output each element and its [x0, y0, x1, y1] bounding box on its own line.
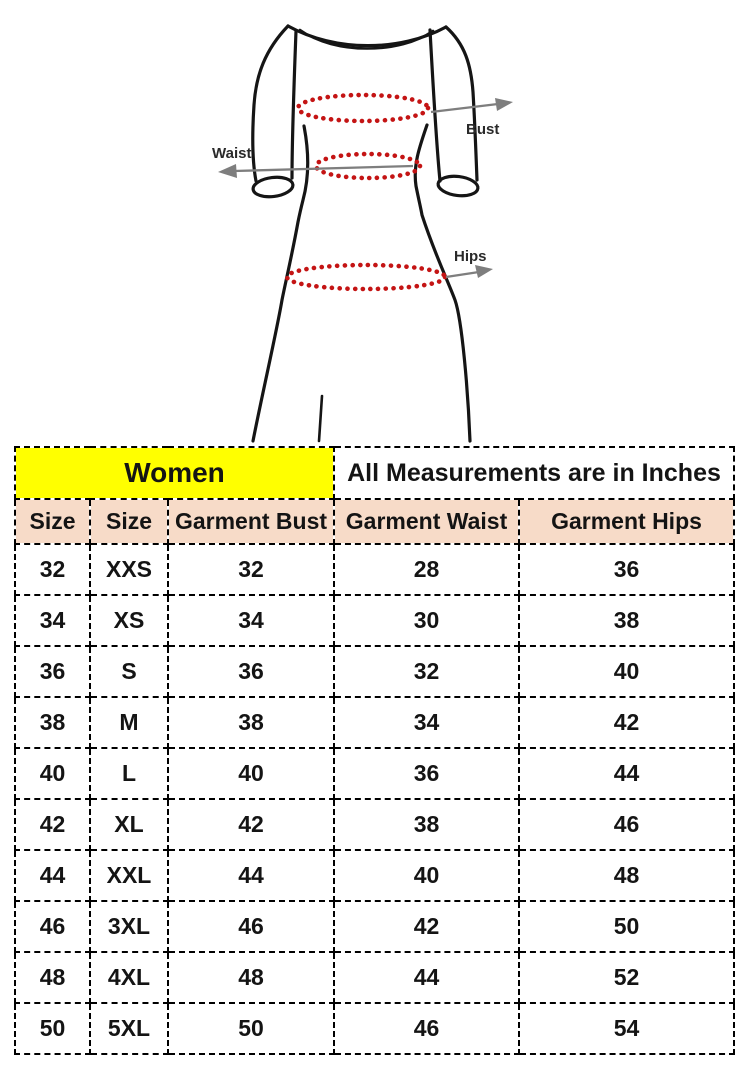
size-cell: 50 — [167, 1002, 335, 1055]
size-cell: 42 — [333, 900, 520, 953]
size-cell: 5XL — [89, 1002, 169, 1055]
size-cell: 38 — [14, 696, 91, 749]
size-cell: 46 — [14, 900, 91, 953]
size-cell: 50 — [14, 1002, 91, 1055]
size-cell: 46 — [517, 798, 736, 851]
size-cell: 34 — [333, 696, 520, 749]
size-cell: 44 — [14, 849, 91, 902]
table-row: 48 4XL 48 44 52 — [14, 951, 736, 1004]
size-cell: 50 — [517, 900, 736, 953]
size-chart-table: Women All Measurements are in Inches Siz… — [14, 446, 736, 1055]
waist-label: Waist — [212, 145, 251, 162]
size-cell: 36 — [333, 747, 520, 800]
waist-measure-ellipse — [313, 151, 423, 181]
table-row: 44 XXL 44 40 48 — [14, 849, 736, 902]
size-cell: 44 — [517, 747, 736, 800]
size-cell: 52 — [517, 951, 736, 1004]
size-cell: 46 — [333, 1002, 520, 1055]
bust-label: Bust — [466, 121, 499, 138]
size-cell: 32 — [167, 543, 335, 596]
hips-label: Hips — [454, 248, 487, 265]
size-cell: 32 — [333, 645, 520, 698]
hips-arrow — [445, 265, 493, 279]
dress-measurement-diagram: Bust Waist Hips — [0, 0, 746, 446]
bust-arrow — [430, 98, 513, 114]
size-cell: 30 — [333, 594, 520, 647]
size-cell: 3XL — [89, 900, 169, 953]
column-header-garment-waist: Garment Waist — [333, 498, 520, 545]
size-cell: 36 — [167, 645, 335, 698]
bust-arrowhead-icon — [495, 98, 513, 111]
dress-right-sleeve-seam — [428, 28, 442, 183]
column-header-size-number: Size — [14, 498, 91, 545]
size-cell: M — [89, 696, 169, 749]
size-cell: XXL — [89, 849, 169, 902]
size-cell: 36 — [14, 645, 91, 698]
dress-right-cuff — [436, 174, 480, 198]
size-cell: 40 — [14, 747, 91, 800]
size-cell: XS — [89, 594, 169, 647]
size-cell: XXS — [89, 543, 169, 596]
table-body: 32 XXS 32 28 36 34 XS 34 30 38 36 S 36 32 40 38 M 38 34 42 4… — [14, 543, 736, 1055]
table-row: 32 XXS 32 28 36 — [14, 543, 736, 596]
column-header-garment-hips: Garment Hips — [517, 498, 736, 545]
bust-measure-ellipse — [295, 92, 431, 124]
table-row: 34 XS 34 30 38 — [14, 594, 736, 647]
dress-left-sleeve-seam — [290, 29, 298, 180]
size-cell: 40 — [167, 747, 335, 800]
size-cell: 34 — [14, 594, 91, 647]
table-row: 46 3XL 46 42 50 — [14, 900, 736, 953]
dress-left-sleeve-outer — [251, 24, 290, 183]
hips-measure-ellipse — [284, 262, 448, 292]
dress-outline — [251, 24, 480, 443]
size-cell: 4XL — [89, 951, 169, 1004]
dress-left-side — [251, 124, 310, 443]
size-cell: 38 — [333, 798, 520, 851]
waist-arrow — [218, 164, 414, 178]
table-title-row: Women All Measurements are in Inches — [14, 446, 736, 500]
size-cell: 40 — [333, 849, 520, 902]
size-cell: 38 — [517, 594, 736, 647]
size-cell: 40 — [517, 645, 736, 698]
table-row: 42 XL 42 38 46 — [14, 798, 736, 851]
dress-right-side — [413, 123, 472, 443]
size-cell: 42 — [517, 696, 736, 749]
size-cell: 38 — [167, 696, 335, 749]
size-cell: 32 — [14, 543, 91, 596]
table-header-row: Size Size Garment Bust Garment Waist Gar… — [14, 498, 736, 545]
size-cell: 42 — [14, 798, 91, 851]
size-cell: XL — [89, 798, 169, 851]
size-cell: 48 — [14, 951, 91, 1004]
table-row: 38 M 38 34 42 — [14, 696, 736, 749]
size-cell: 46 — [167, 900, 335, 953]
size-cell: S — [89, 645, 169, 698]
dress-neckline-inner — [298, 28, 435, 50]
column-header-garment-bust: Garment Bust — [167, 498, 335, 545]
size-cell: 28 — [333, 543, 520, 596]
size-cell: 54 — [517, 1002, 736, 1055]
size-cell: 48 — [167, 951, 335, 1004]
size-cell: 34 — [167, 594, 335, 647]
size-cell: 36 — [517, 543, 736, 596]
size-cell: 42 — [167, 798, 335, 851]
table-row: 40 L 40 36 44 — [14, 747, 736, 800]
column-header-size-letter: Size — [89, 498, 169, 545]
dress-right-sleeve-outer — [444, 25, 479, 182]
women-title-cell: Women — [14, 446, 335, 500]
dress-hem-slit — [317, 394, 324, 443]
waist-arrowhead-icon — [218, 164, 237, 178]
table-row: 50 5XL 50 46 54 — [14, 1002, 736, 1055]
dress-left-cuff — [251, 175, 295, 199]
units-title-cell: All Measurements are in Inches — [332, 446, 736, 500]
table-row: 36 S 36 32 40 — [14, 645, 736, 698]
size-cell: L — [89, 747, 169, 800]
size-cell: 44 — [167, 849, 335, 902]
hips-arrowhead-icon — [475, 265, 493, 278]
size-cell: 48 — [517, 849, 736, 902]
size-cell: 44 — [333, 951, 520, 1004]
